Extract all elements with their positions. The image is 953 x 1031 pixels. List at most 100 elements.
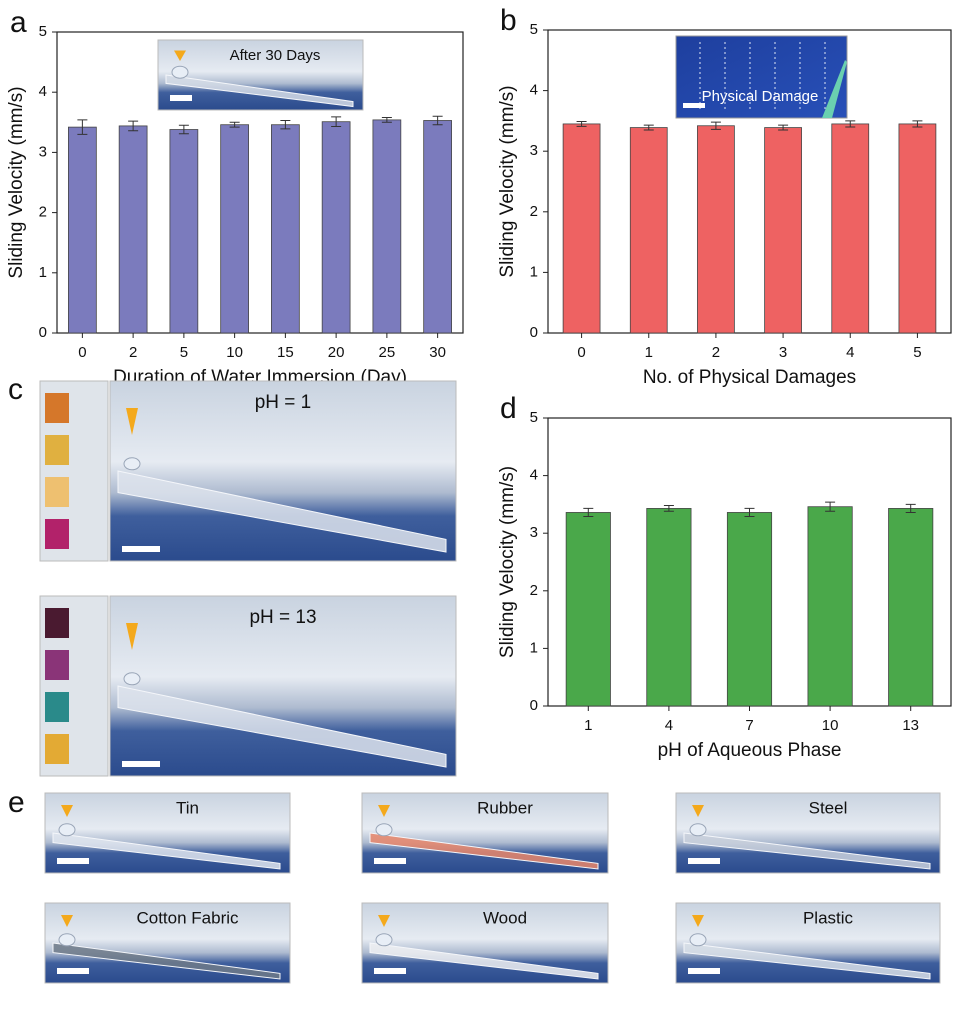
y-tick-label: 4: [530, 82, 538, 99]
x-tick-label: 4: [846, 344, 854, 361]
page: a0123450251015202530Duration of Water Im…: [0, 0, 953, 1031]
bar: [697, 126, 734, 333]
panel-letter: c: [8, 373, 23, 406]
scale-bar: [688, 858, 720, 864]
y-tick-label: 3: [530, 524, 538, 541]
x-tick-label: 13: [902, 717, 919, 734]
x-tick-label: 0: [577, 344, 585, 361]
x-tick-label: 7: [745, 717, 753, 734]
inset-label: Physical Damage: [702, 88, 819, 105]
bar: [322, 122, 350, 333]
x-tick-label: 10: [822, 717, 839, 734]
bar: [899, 124, 936, 333]
photo-label: Wood: [483, 908, 527, 927]
bar: [765, 128, 802, 333]
x-tick-label: 3: [779, 344, 787, 361]
x-tick-label: 1: [645, 344, 653, 361]
x-tick-label: 0: [78, 344, 86, 361]
y-tick-label: 5: [530, 21, 538, 38]
y-tick-label: 0: [530, 697, 538, 714]
photo-label: Tin: [176, 798, 199, 817]
ph-pad: [45, 734, 69, 764]
x-tick-label: 10: [226, 344, 243, 361]
ph-pad: [45, 519, 69, 549]
bar: [424, 120, 452, 333]
y-tick-label: 2: [530, 203, 538, 220]
x-tick-label: 25: [379, 344, 396, 361]
ph-pad: [45, 435, 69, 465]
droplet: [59, 824, 75, 836]
x-tick-label: 20: [328, 344, 345, 361]
scale-bar: [170, 95, 192, 101]
bar: [647, 508, 691, 706]
scale-bar: [688, 968, 720, 974]
ph-pad: [45, 608, 69, 638]
y-tick-label: 1: [39, 264, 47, 281]
ph-pad: [45, 650, 69, 680]
y-tick-label: 0: [39, 324, 47, 341]
photo-label: Rubber: [477, 798, 533, 817]
figure: a0123450251015202530Duration of Water Im…: [0, 0, 953, 1026]
scale-bar: [57, 858, 89, 864]
droplet: [376, 824, 392, 836]
x-tick-label: 15: [277, 344, 294, 361]
y-tick-label: 4: [530, 467, 538, 484]
bar: [271, 125, 299, 333]
droplet: [124, 458, 140, 470]
y-tick-label: 3: [530, 142, 538, 159]
y-axis-label: Sliding Velocity (mm/s): [6, 86, 27, 278]
y-tick-label: 1: [530, 263, 538, 280]
x-tick-label: 4: [665, 717, 673, 734]
inset-label: After 30 Days: [230, 47, 321, 64]
droplet: [690, 824, 706, 836]
bar: [563, 124, 600, 333]
ph-pad: [45, 393, 69, 423]
bar: [68, 127, 96, 333]
y-tick-label: 0: [530, 324, 538, 341]
x-tick-label: 2: [712, 344, 720, 361]
bar: [727, 512, 771, 706]
scale-bar: [374, 968, 406, 974]
y-axis-label: Sliding Velocity (mm/s): [497, 466, 518, 658]
x-tick-label: 2: [129, 344, 137, 361]
photo-label: Steel: [809, 798, 848, 817]
bar: [170, 130, 198, 333]
x-axis-label: pH of Aqueous Phase: [658, 740, 842, 761]
bar: [889, 508, 933, 706]
droplet: [172, 66, 188, 78]
photo-label: pH = 1: [255, 392, 312, 413]
bar: [566, 512, 610, 706]
ph-pad: [45, 477, 69, 507]
scale-bar: [374, 858, 406, 864]
bar: [808, 507, 852, 706]
y-tick-label: 5: [530, 409, 538, 426]
y-tick-label: 1: [530, 639, 538, 656]
bar: [119, 126, 147, 333]
x-tick-label: 1: [584, 717, 592, 734]
y-tick-label: 4: [39, 83, 47, 100]
droplet: [59, 934, 75, 946]
photo-label: Plastic: [803, 908, 854, 927]
scale-bar: [57, 968, 89, 974]
y-tick-label: 3: [39, 143, 47, 160]
x-axis-label: No. of Physical Damages: [643, 367, 856, 388]
bar: [373, 120, 401, 333]
photo-label: pH = 13: [249, 607, 316, 628]
y-tick-label: 5: [39, 23, 47, 40]
panel-letter: a: [10, 6, 27, 39]
y-tick-label: 2: [530, 582, 538, 599]
droplet: [124, 673, 140, 685]
bar: [630, 128, 667, 333]
y-axis-label: Sliding Velocity (mm/s): [497, 85, 518, 277]
ph-pad: [45, 692, 69, 722]
x-tick-label: 5: [180, 344, 188, 361]
panel-letter: e: [8, 786, 25, 819]
panel-letter: d: [500, 392, 517, 425]
bar: [221, 125, 249, 333]
x-tick-label: 5: [913, 344, 921, 361]
scale-bar: [122, 761, 160, 767]
bar: [832, 124, 869, 333]
scale-bar: [122, 546, 160, 552]
x-tick-label: 30: [429, 344, 446, 361]
y-tick-label: 2: [39, 204, 47, 221]
